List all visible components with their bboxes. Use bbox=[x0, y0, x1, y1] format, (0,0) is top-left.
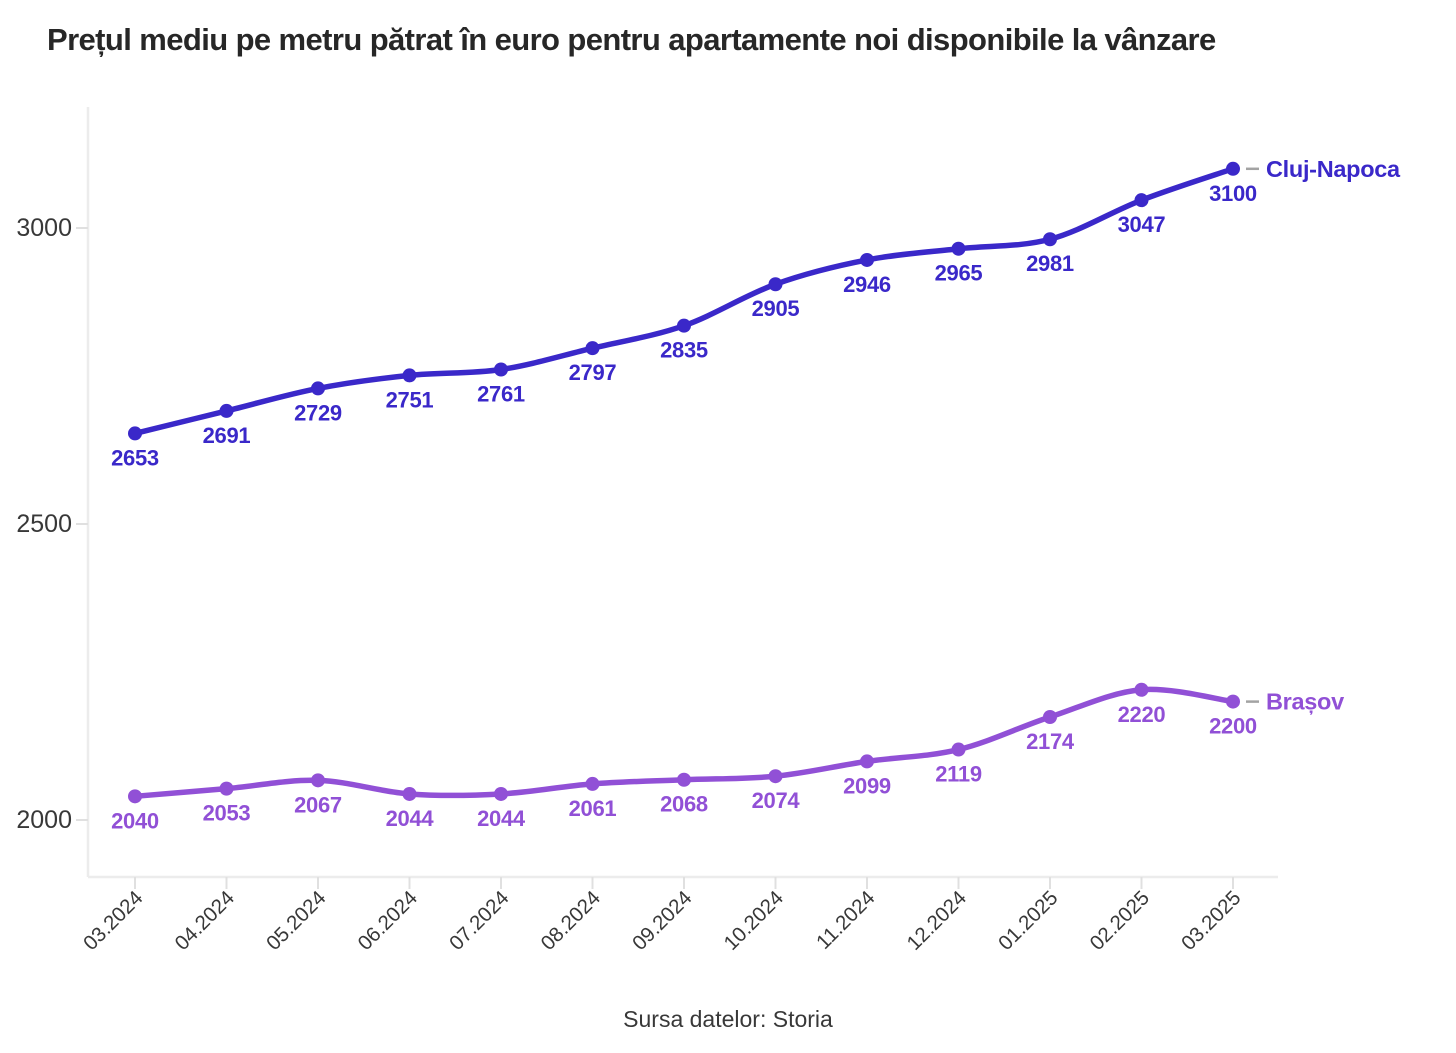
x-tick-label: 08.2024 bbox=[536, 886, 605, 955]
data-point bbox=[402, 368, 417, 383]
value-label: 2220 bbox=[1118, 702, 1166, 727]
value-label: 2044 bbox=[386, 806, 435, 831]
value-label: 2835 bbox=[660, 338, 708, 363]
value-label: 2068 bbox=[660, 792, 708, 817]
x-tick-label: 11.2024 bbox=[812, 886, 880, 954]
data-point bbox=[494, 362, 508, 377]
data-point bbox=[311, 381, 325, 396]
data-point bbox=[128, 789, 142, 804]
data-point bbox=[128, 426, 142, 441]
value-label: 2119 bbox=[935, 762, 982, 787]
value-label: 2174 bbox=[1026, 729, 1075, 754]
data-point bbox=[1043, 709, 1057, 724]
data-point bbox=[768, 277, 783, 292]
data-point bbox=[951, 241, 966, 256]
source-caption: Sursa datelor: Storia bbox=[623, 1006, 833, 1032]
data-point bbox=[1226, 694, 1240, 709]
x-tick-label: 06.2024 bbox=[353, 886, 422, 955]
x-tick-label: 02.2025 bbox=[1085, 886, 1154, 955]
x-tick-label: 09.2024 bbox=[628, 886, 697, 955]
data-point bbox=[311, 773, 325, 788]
y-tick-label: 2500 bbox=[16, 510, 72, 538]
data-point bbox=[1134, 682, 1149, 697]
data-point bbox=[219, 403, 234, 418]
value-label: 2691 bbox=[203, 423, 251, 448]
value-label: 2729 bbox=[294, 400, 342, 425]
data-point bbox=[585, 341, 600, 356]
value-label: 2099 bbox=[843, 773, 891, 798]
value-label: 2965 bbox=[935, 261, 983, 286]
value-label: 2946 bbox=[843, 272, 891, 297]
value-label: 2061 bbox=[569, 796, 617, 821]
data-point bbox=[860, 252, 874, 267]
y-tick-label: 2000 bbox=[16, 806, 72, 834]
data-point bbox=[402, 786, 417, 801]
data-point bbox=[1043, 232, 1057, 247]
value-label: 2040 bbox=[111, 808, 159, 833]
data-point bbox=[951, 742, 966, 757]
chart-title: Prețul mediu pe metru pătrat în euro pen… bbox=[47, 22, 1216, 57]
data-point bbox=[1226, 161, 1240, 176]
value-label: 2981 bbox=[1026, 251, 1074, 276]
data-point bbox=[677, 318, 691, 333]
data-point bbox=[585, 776, 600, 791]
value-label: 2053 bbox=[203, 801, 251, 826]
x-tick-label: 03.2024 bbox=[79, 886, 148, 955]
x-tick-label: 01.2025 bbox=[994, 886, 1063, 955]
value-label: 2797 bbox=[569, 360, 617, 385]
series-bra-ov: 2040 2053 2067 2044 2044 2061 2068 2074 2099 2119… bbox=[111, 682, 1344, 833]
y-tick-label: 3000 bbox=[16, 214, 72, 242]
x-tick-label: 04.2024 bbox=[170, 886, 239, 955]
value-label: 2074 bbox=[752, 788, 801, 813]
x-tick-label: 07.2024 bbox=[445, 886, 514, 955]
value-label: 2044 bbox=[477, 806, 526, 831]
x-tick-label: 05.2024 bbox=[262, 886, 331, 955]
data-point bbox=[860, 754, 874, 769]
value-label: 3100 bbox=[1209, 181, 1257, 206]
data-point bbox=[494, 786, 508, 801]
value-label: 3047 bbox=[1118, 212, 1166, 237]
value-label: 2905 bbox=[752, 296, 800, 321]
series-line-cluj-napoca bbox=[132, 166, 1236, 437]
data-point bbox=[768, 769, 783, 784]
x-tick-label: 12.2024 bbox=[902, 886, 971, 955]
value-label: 2761 bbox=[477, 381, 525, 406]
data-point bbox=[219, 781, 234, 796]
data-point bbox=[677, 772, 691, 787]
series-name-label-bra-ov: Brașov bbox=[1266, 689, 1344, 716]
series-name-label-cluj-napoca: Cluj-Napoca bbox=[1266, 156, 1401, 182]
value-label: 2067 bbox=[294, 792, 342, 817]
x-tick-label: 03.2025 bbox=[1177, 886, 1246, 955]
value-label: 2200 bbox=[1209, 714, 1257, 739]
value-label: 2751 bbox=[386, 387, 434, 412]
data-point bbox=[1134, 193, 1149, 208]
x-tick-label: 10.2024 bbox=[719, 886, 788, 955]
series-cluj-napoca: 2653 2691 2729 2751 2761 2797 2835 2905 2946 2965… bbox=[111, 156, 1401, 471]
value-label: 2653 bbox=[111, 445, 159, 470]
